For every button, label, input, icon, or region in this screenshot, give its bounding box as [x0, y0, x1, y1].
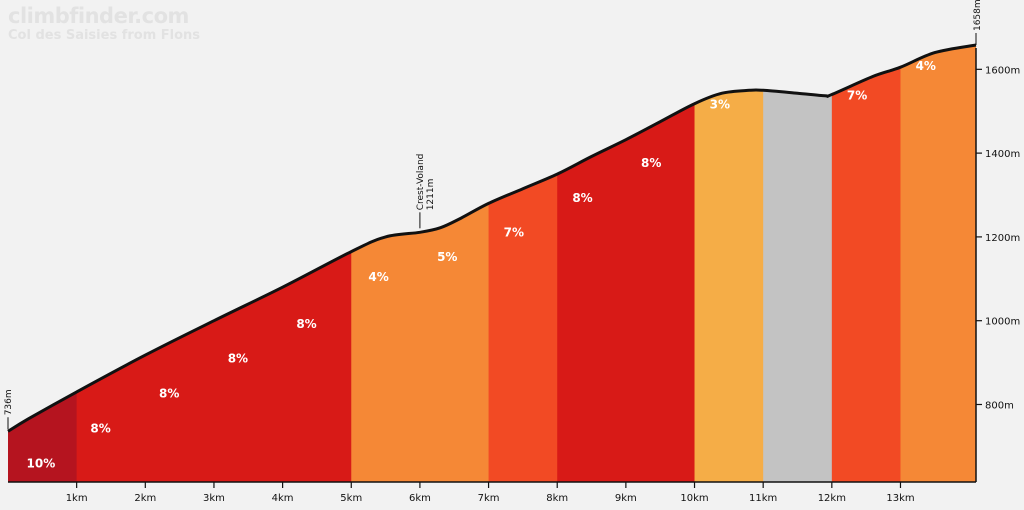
- waypoint-elevation: 1211m: [426, 179, 436, 211]
- grade-segment-7: [763, 45, 833, 482]
- y-tick-label: 1200m: [985, 233, 1020, 244]
- grade-segment-5: [557, 45, 696, 482]
- y-tick-label: 1400m: [985, 149, 1020, 160]
- brand-watermark: climbfinder.com: [8, 4, 189, 28]
- x-tick-label: 8km: [546, 493, 568, 504]
- x-tick-label: 10km: [680, 493, 708, 504]
- grade-segment-6: [694, 45, 764, 482]
- grade-segment-8: [831, 45, 901, 482]
- x-tick-label: 11km: [749, 493, 777, 504]
- y-tick-label: 1600m: [985, 65, 1020, 76]
- waypoint-name: Crest-Voland: [416, 154, 426, 211]
- grade-label: 5%: [437, 250, 457, 264]
- grade-segment-9: [900, 45, 976, 482]
- x-tick-label: 5km: [340, 493, 362, 504]
- x-tick-label: 13km: [886, 493, 914, 504]
- x-tick-label: 1km: [66, 493, 88, 504]
- x-tick-label: 9km: [615, 493, 637, 504]
- grade-label: 8%: [90, 422, 110, 436]
- x-tick-label: 7km: [478, 493, 500, 504]
- grade-label: 4%: [368, 270, 388, 284]
- grade-label: 8%: [296, 317, 316, 331]
- summit-elevation-label: 1658m: [973, 0, 983, 31]
- grade-label: 4%: [916, 59, 936, 73]
- grade-label: 8%: [228, 352, 248, 366]
- x-tick-label: 12km: [818, 493, 846, 504]
- climb-subtitle: Col des Saisies from Flons: [8, 28, 201, 43]
- grade-segment-4: [488, 45, 558, 482]
- start-elevation-label: 736m: [4, 389, 14, 415]
- grade-label: 10%: [27, 456, 56, 470]
- elevation-line: [7, 43, 977, 433]
- grade-label: 3%: [710, 98, 730, 112]
- grade-label: 8%: [641, 156, 661, 170]
- grade-label: 7%: [504, 225, 524, 239]
- grade-segment-2: [76, 45, 352, 482]
- x-tick-label: 2km: [134, 493, 156, 504]
- x-tick-label: 3km: [203, 493, 225, 504]
- y-tick-label: 800m: [985, 400, 1014, 411]
- grade-label: 7%: [847, 88, 867, 102]
- grade-label: 8%: [159, 386, 179, 400]
- grade-label: 8%: [572, 191, 592, 205]
- x-tick-label: 4km: [272, 493, 294, 504]
- x-tick-label: 6km: [409, 493, 431, 504]
- y-tick-label: 1000m: [985, 317, 1020, 328]
